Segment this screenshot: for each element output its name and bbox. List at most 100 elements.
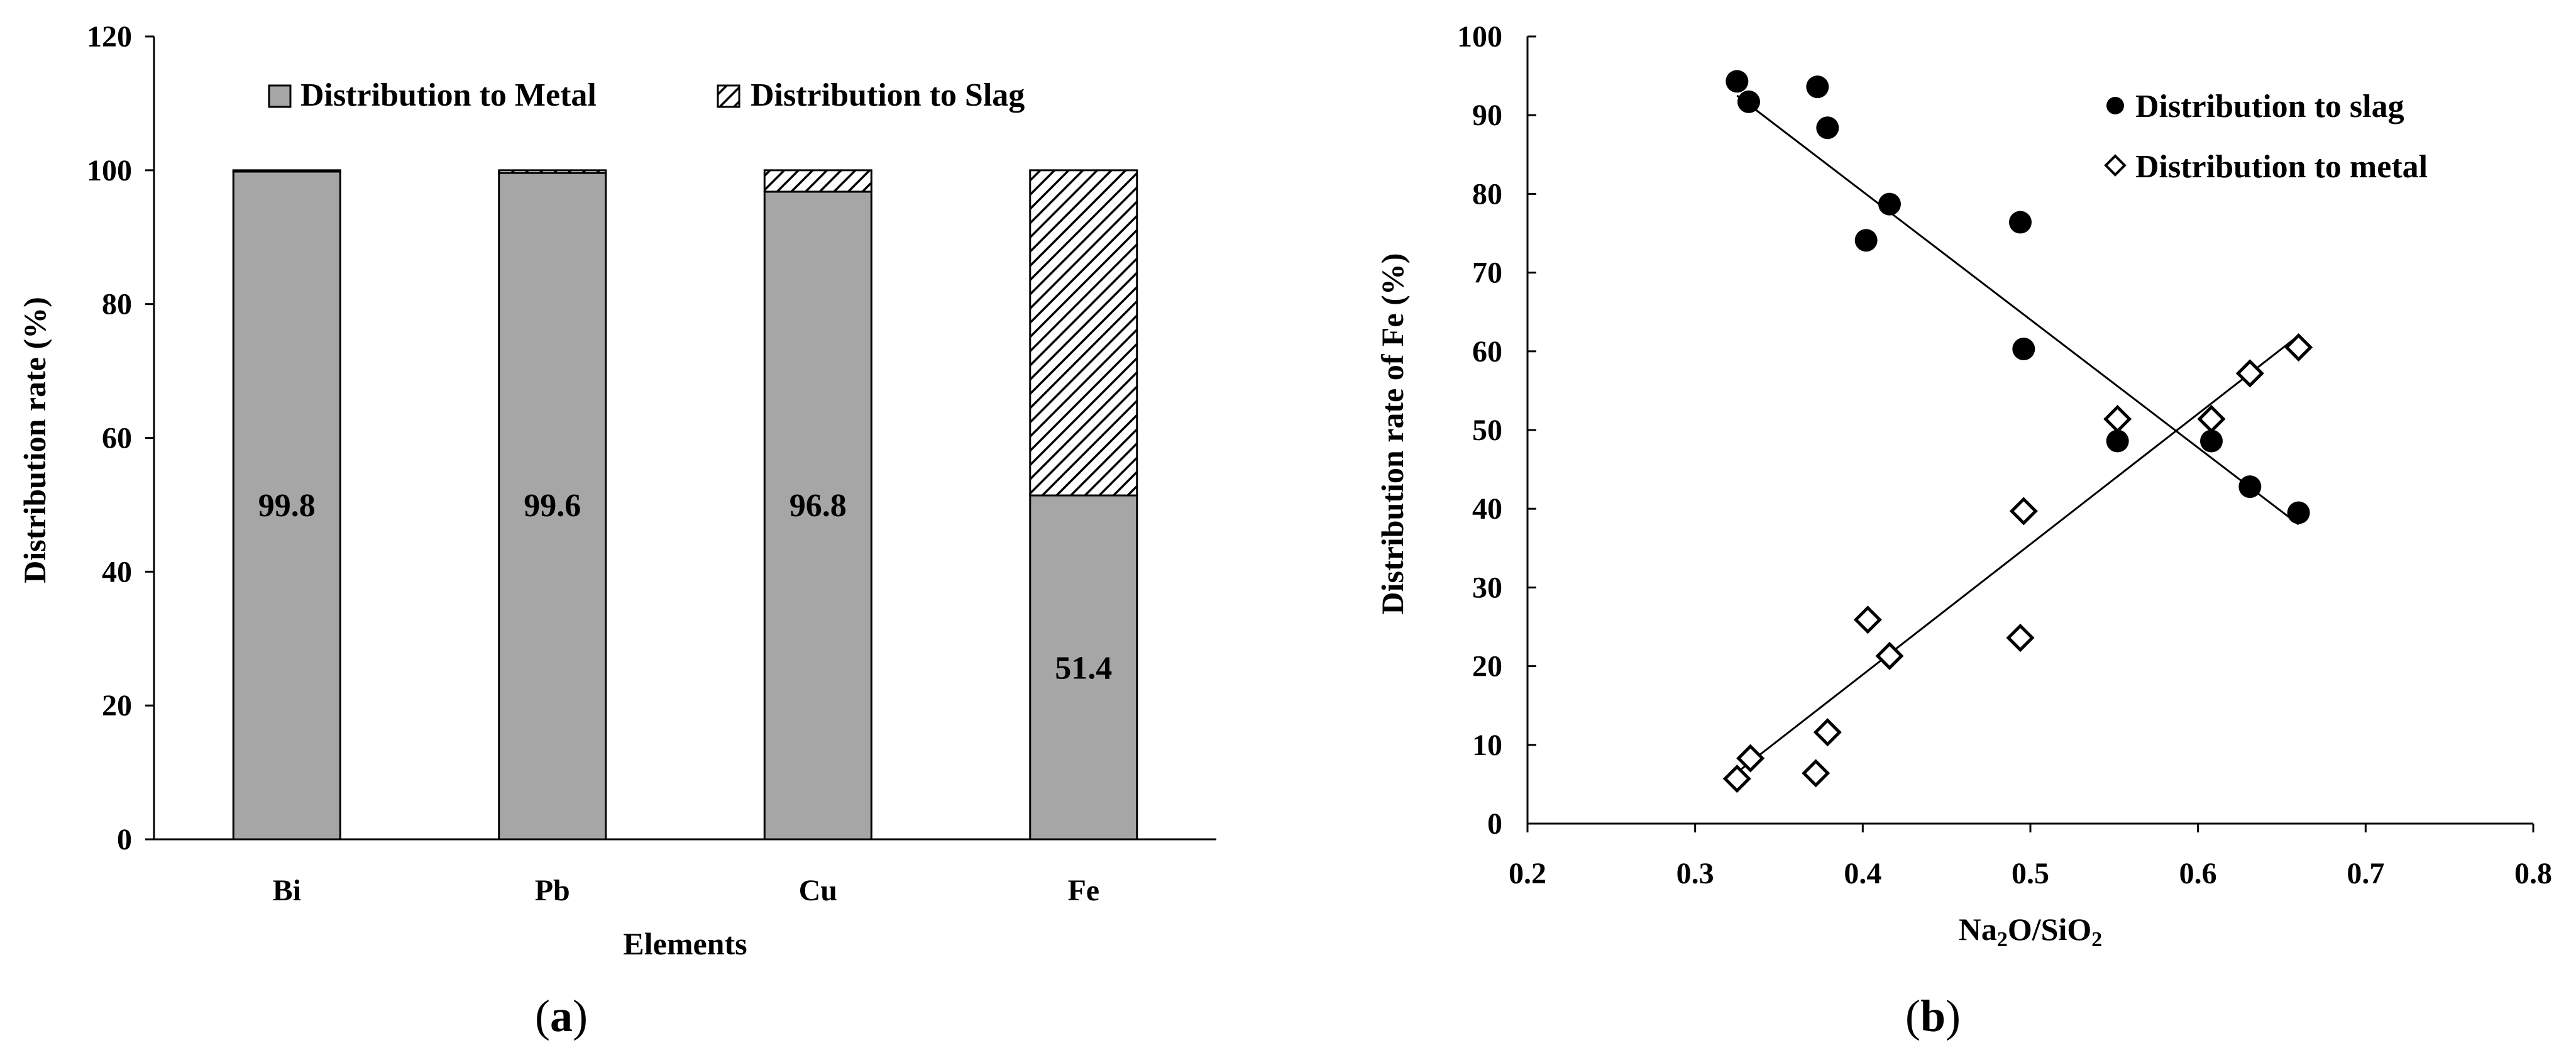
b-point-slag (2238, 475, 2262, 499)
b-point-metal (2006, 623, 2035, 653)
b-point-slag (1816, 116, 1839, 140)
b-point-metal (2103, 404, 2132, 434)
a-x-tick-labels: Bi Pb Cu Fe (273, 874, 1099, 907)
a-data-labels: 99.8 99.6 96.8 51.4 (258, 488, 1113, 687)
b-x-title-sub-1: 2 (1997, 928, 2008, 951)
b-x-tick-label: 0.3 (1676, 857, 1714, 890)
b-y-axis-title: Distribution rate of Fe (%) (1375, 253, 1410, 615)
b-point-slag (2287, 501, 2310, 524)
b-point-slag (2106, 429, 2129, 453)
a-y-axis-title: Distribution rate (%) (17, 297, 52, 583)
a-bars (232, 169, 1138, 841)
b-x-title-na: Na (1959, 912, 1997, 947)
b-y-tick-label: 10 (1472, 729, 1502, 762)
a-x-tick-label-bi: Bi (273, 874, 301, 907)
a-panel-label: (a) (535, 991, 588, 1041)
a-legend-label-metal: Distribution to Metal (300, 77, 597, 113)
b-point-metal (2284, 333, 2313, 362)
b-y-tick-labels: 0 10 20 30 40 50 60 70 80 90 100 (1457, 20, 1502, 841)
b-point-slag (1726, 70, 1749, 93)
b-trendline-metal (1736, 334, 2299, 773)
a-x-axis-title: Elements (623, 926, 747, 961)
a-y-tick-label: 0 (117, 823, 132, 856)
b-x-tick-label: 0.8 (2514, 857, 2552, 890)
a-bar-bi-slag (232, 169, 341, 173)
a-x-tick-label-pb: Pb (535, 874, 570, 907)
a-legend-swatch-metal (268, 84, 292, 108)
a-x-tick-label-cu: Cu (799, 874, 837, 907)
b-y-tick-label: 60 (1472, 335, 1502, 368)
a-data-label-pb: 99.6 (524, 488, 581, 524)
b-x-tick-label: 0.2 (1509, 857, 1546, 890)
a-legend: Distribution to Metal Distribution to Sl… (268, 77, 1025, 113)
chart-a: 99.8 99.6 96.8 51.4 0 20 40 60 80 100 120 Bi Pb Cu F… (17, 20, 1216, 1041)
b-x-tick-label: 0.7 (2347, 857, 2384, 890)
b-point-metal (2009, 497, 2038, 526)
b-trendlines (1736, 94, 2299, 773)
b-point-slag (1854, 229, 1878, 252)
b-legend-marker-metal (2104, 154, 2127, 177)
b-y-tick-label: 20 (1472, 650, 1502, 683)
a-x-tick-label-fe: Fe (1067, 874, 1099, 907)
a-y-tick-label: 100 (87, 154, 132, 187)
b-x-title-sub-2: 2 (2091, 928, 2102, 951)
a-bar-cu-slag (763, 169, 872, 193)
a-data-label-cu: 96.8 (790, 488, 847, 524)
b-x-title-osio: O/SiO (2008, 912, 2091, 947)
b-point-metal (1853, 605, 1882, 634)
a-panel-letter: a (550, 991, 573, 1041)
a-bar-pb-slag (498, 169, 607, 174)
b-point-slag (1737, 90, 1760, 113)
b-point-metal (1875, 641, 1904, 670)
a-y-tick-label: 60 (102, 422, 132, 455)
b-panel-label: (b) (1905, 991, 1961, 1041)
b-y-tick-label: 40 (1472, 492, 1502, 526)
b-point-metal (2235, 359, 2264, 388)
b-x-axis-title: Na2O/SiO2 (1959, 912, 2102, 951)
a-y-tick-label: 20 (102, 689, 132, 722)
a-bar-fe-slag (1029, 169, 1138, 497)
b-point-slag (1878, 192, 1901, 216)
b-legend-marker-slag (2106, 97, 2124, 114)
b-point-metal (1802, 759, 1830, 788)
a-y-tick-labels: 0 20 40 60 80 100 120 (87, 20, 132, 856)
b-point-slag (2009, 211, 2032, 234)
b-point-metal (1736, 744, 1765, 773)
a-y-tick-label: 80 (102, 288, 132, 321)
b-legend-label-slag: Distribution to slag (2135, 89, 2404, 124)
a-bar-pb-metal (498, 172, 607, 841)
b-x-tick-label: 0.6 (2179, 857, 2217, 890)
b-point-metal (1722, 765, 1751, 793)
b-x-tick-label: 0.4 (1844, 857, 1881, 890)
b-point-metal (1813, 718, 1842, 747)
b-y-tick-label: 30 (1472, 571, 1502, 604)
a-y-tick-label: 120 (87, 20, 132, 53)
a-bar-fe-metal (1029, 494, 1138, 841)
a-y-tick-label: 40 (102, 555, 132, 588)
b-point-slag (2200, 429, 2223, 453)
a-data-label-bi: 99.8 (258, 488, 316, 524)
a-bar-cu-metal (763, 190, 872, 841)
b-point-slag (1806, 75, 1829, 99)
b-tick-marks (1526, 35, 2535, 832)
b-y-tick-label: 0 (1487, 807, 1502, 841)
b-x-tick-labels: 0.2 0.3 0.4 0.5 0.6 0.7 0.8 (1509, 857, 2552, 890)
b-trendline-slag (1736, 94, 2299, 526)
b-y-tick-label: 100 (1457, 20, 1502, 53)
b-legend-label-metal: Distribution to metal (2135, 149, 2428, 185)
b-y-tick-label: 70 (1472, 257, 1502, 290)
b-y-tick-label: 90 (1472, 99, 1502, 132)
a-tick-marks (145, 35, 154, 841)
b-x-tick-label: 0.5 (2012, 857, 2049, 890)
b-y-tick-label: 50 (1472, 414, 1502, 447)
a-data-label-fe: 51.4 (1055, 651, 1112, 687)
b-point-slag (2012, 338, 2035, 361)
a-legend-swatch-slag (717, 84, 740, 108)
a-legend-label-slag: Distribution to Slag (751, 77, 1025, 113)
b-point-metal (2197, 404, 2226, 434)
b-points (1722, 70, 2313, 793)
b-panel-letter: b (1920, 991, 1946, 1041)
b-legend: Distribution to slag Distribution to met… (2104, 89, 2428, 185)
